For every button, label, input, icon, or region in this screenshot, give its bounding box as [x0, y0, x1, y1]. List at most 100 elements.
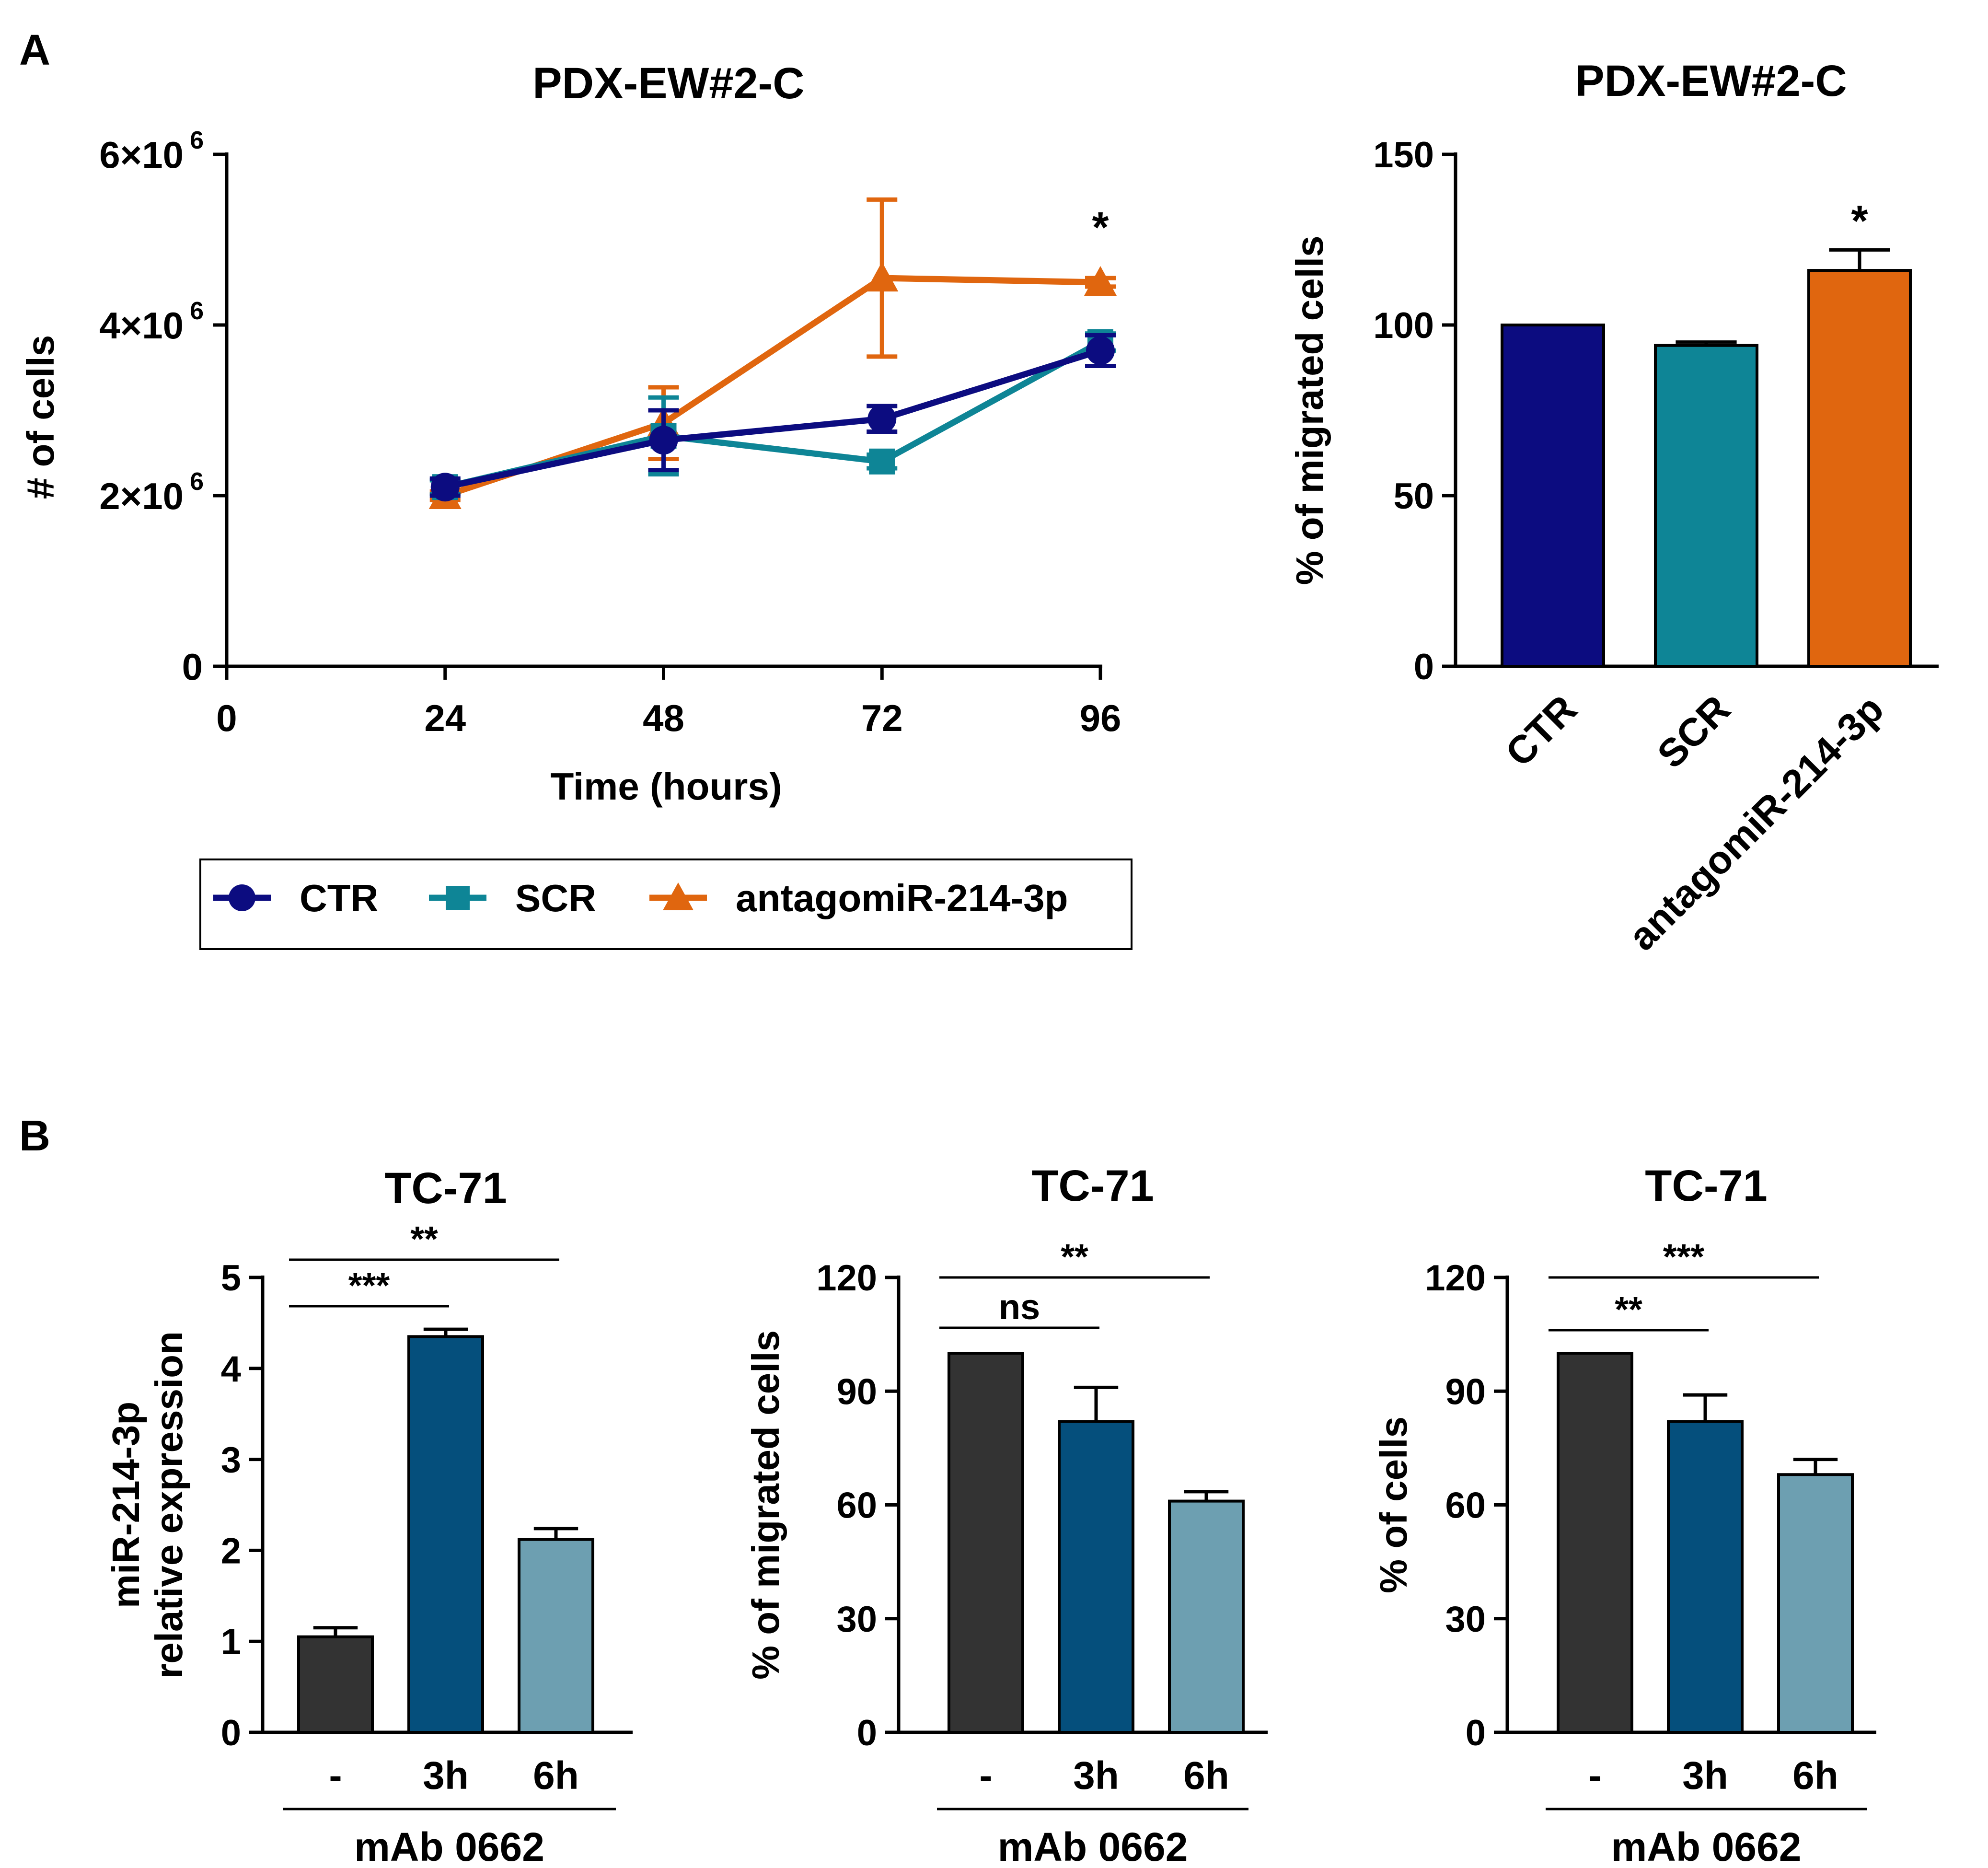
y-tick-label: 5 [221, 1258, 241, 1299]
x-tick-label: 3h [1073, 1754, 1119, 1798]
panel-label-a: A [19, 26, 50, 74]
y-tick-label: 0 [1466, 1713, 1486, 1753]
y-tick-label: 120 [1425, 1258, 1486, 1299]
y-tick-label: 3 [221, 1440, 241, 1481]
chart-b-migrated-cells: TC-71 0 30 60 90 120 % of migrated cells - 3h 6h m… [744, 1161, 1268, 1868]
chart-title: PDX-EW#2-C [532, 59, 804, 108]
chart-title: TC-71 [1645, 1161, 1768, 1210]
significance-label: ns [999, 1287, 1040, 1327]
series-line-CTR [444, 348, 1101, 490]
bar-6h [518, 1538, 594, 1734]
x-tick-label: 24 [424, 697, 466, 739]
bar-3h [407, 1335, 484, 1734]
y-tick-label: 0 [182, 646, 203, 688]
legend-marker-scr [446, 886, 470, 910]
x-tick-label: 48 [643, 697, 684, 739]
y-tick-exponent: 6 [190, 297, 204, 325]
x-tick-label: 3h [423, 1754, 469, 1798]
panel-label-b: B [19, 1112, 50, 1160]
y-tick-label: 100 [1373, 305, 1434, 346]
chart-a-bar-migration: PDX-EW#2-C 0 50 100 150 % of migrated cells CT… [1288, 57, 1939, 959]
data-point-ctr [1086, 336, 1115, 365]
legend: CTR SCR antagomiR-214-3p [199, 859, 1133, 950]
bar-3h [1058, 1420, 1134, 1734]
legend-label: antagomiR-214-3p [736, 877, 1068, 919]
y-tick-label: 150 [1373, 135, 1434, 175]
legend-box [199, 859, 1133, 950]
bar-CTR [1501, 324, 1605, 668]
x-tick-label: 0 [216, 697, 237, 739]
chart-title: TC-71 [384, 1164, 507, 1213]
y-tick-label: 6×10 [99, 134, 184, 176]
x-axis-label: Time (hours) [550, 765, 782, 808]
significance-label: ** [1061, 1237, 1088, 1276]
data-point-antagomir [1084, 266, 1117, 296]
significance-marker: * [1851, 197, 1868, 245]
y-tick-label: 2 [221, 1531, 241, 1571]
y-tick-label: 1 [221, 1622, 241, 1662]
legend-marker-ctr [229, 884, 255, 911]
data-point-antagomir [866, 262, 899, 292]
x-tick-label: antagomiR-214-3p [1620, 687, 1892, 959]
bar-6h [1777, 1473, 1854, 1734]
bar-6h [1168, 1499, 1245, 1734]
legend-label: CTR [300, 877, 378, 919]
group-label: mAb 0662 [998, 1824, 1188, 1868]
y-tick-label: 0 [1414, 647, 1434, 687]
y-axis-label: % of cells [1372, 1416, 1415, 1593]
y-axis-label: relative expression [148, 1331, 190, 1679]
y-tick-label: 2×10 [99, 475, 184, 517]
significance-marker: * [1092, 204, 1109, 252]
x-tick-label: 3h [1682, 1754, 1728, 1798]
y-tick-label: 50 [1393, 476, 1434, 517]
significance-label: *** [1663, 1237, 1705, 1276]
y-tick-label: 90 [836, 1371, 877, 1412]
bar-3h [1667, 1420, 1744, 1734]
significance-label: ** [410, 1219, 438, 1259]
y-tick-label: 0 [857, 1713, 877, 1753]
y-tick-label: 4×10 [99, 304, 184, 347]
bar-control [1557, 1352, 1633, 1734]
y-tick-label: 30 [836, 1599, 877, 1640]
x-tick-label: - [329, 1754, 342, 1798]
x-tick-label: 96 [1080, 697, 1121, 739]
chart-title: PDX-EW#2-C [1575, 57, 1847, 105]
data-point-ctr [867, 404, 897, 433]
y-axis-label: % of migrated cells [1288, 235, 1331, 585]
x-tick-label: 72 [861, 697, 903, 739]
x-tick-label: 6h [1792, 1754, 1838, 1798]
x-tick-label: CTR [1497, 687, 1585, 775]
data-point-ctr [649, 426, 678, 455]
bar-SCR [1654, 344, 1758, 668]
x-tick-label: 6h [533, 1754, 579, 1798]
y-axis-label: % of migrated cells [744, 1330, 787, 1680]
y-tick-label: 0 [221, 1713, 241, 1753]
y-axis-label: miR-214-3p [104, 1402, 147, 1608]
x-tick-label: - [979, 1754, 992, 1798]
bar-antagomiR-214-3p [1807, 269, 1912, 668]
y-tick-label: 60 [1445, 1485, 1486, 1526]
significance-label: ** [1615, 1289, 1642, 1329]
group-label: mAb 0662 [354, 1824, 544, 1868]
chart-b-percent-cells: TC-71 0 30 60 90 120 % of cells - 3h 6h mAb 0662 **… [1372, 1161, 1876, 1868]
y-tick-label: 30 [1445, 1599, 1486, 1640]
y-tick-label: 120 [816, 1258, 877, 1299]
x-tick-label: - [1588, 1754, 1601, 1798]
chart-title: TC-71 [1031, 1161, 1154, 1210]
legend-label: SCR [515, 877, 596, 919]
y-tick-exponent: 6 [190, 127, 204, 154]
legend-marker-antagomir [663, 882, 693, 910]
data-point-ctr [430, 473, 460, 502]
y-tick-label: 90 [1445, 1371, 1486, 1412]
chart-b-mir-expression: TC-71 0 1 2 3 4 5 miR-214-3p relative expression… [104, 1164, 633, 1868]
y-tick-label: 60 [836, 1485, 877, 1526]
x-tick-label: 6h [1183, 1754, 1229, 1798]
y-axis-label: # of cells [19, 335, 62, 499]
bar-control [948, 1352, 1024, 1734]
bar-control [297, 1635, 374, 1734]
group-label: mAb 0662 [1611, 1824, 1802, 1868]
data-point-scr [869, 448, 895, 475]
significance-label: *** [348, 1265, 390, 1305]
